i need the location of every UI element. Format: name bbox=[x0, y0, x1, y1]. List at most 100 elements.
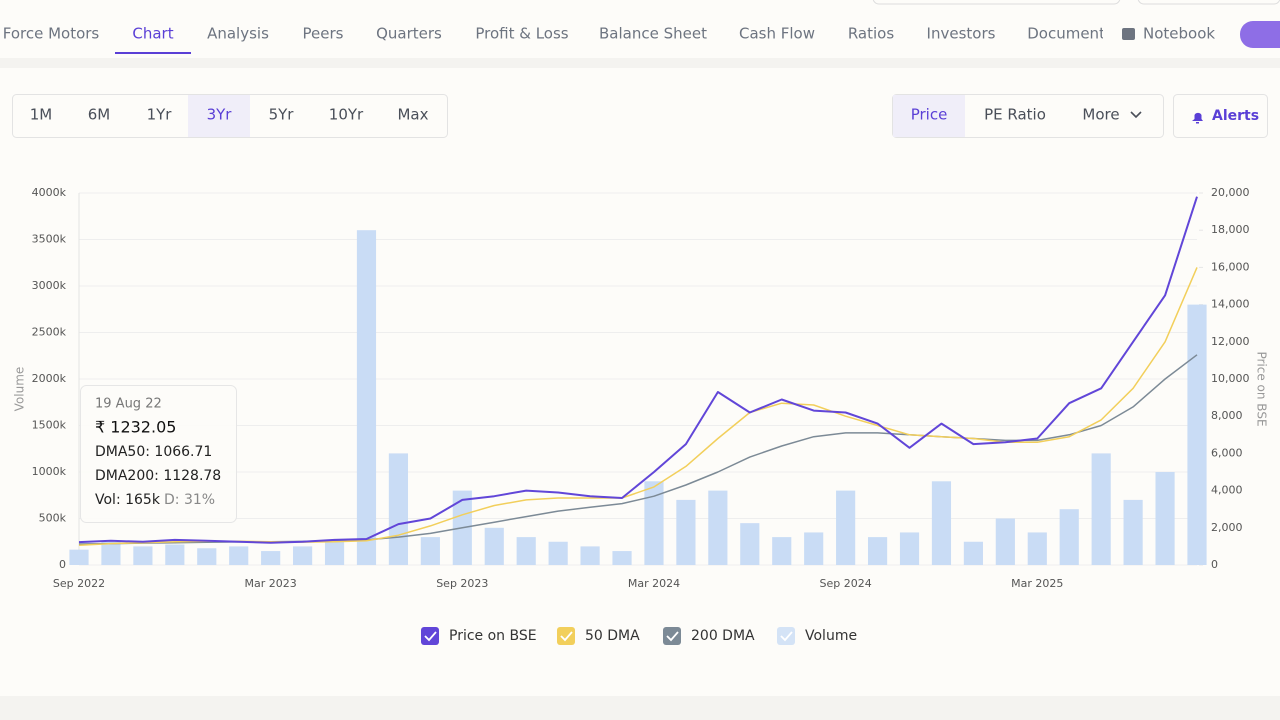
tooltip: 19 Aug 22 ₹ 1232.05 DMA50: 1066.71 DMA20… bbox=[80, 385, 237, 523]
volume-bar bbox=[293, 546, 313, 565]
volume-bar bbox=[963, 541, 983, 565]
volume-bar bbox=[995, 518, 1015, 565]
range-button[interactable]: 10Yr bbox=[329, 106, 364, 124]
nav-bar bbox=[0, 0, 1280, 58]
volume-bar bbox=[69, 549, 89, 565]
notebook-icon bbox=[1122, 28, 1135, 40]
legend: Price on BSE 50 DMA 200 DMA Volume bbox=[421, 627, 857, 645]
more-chevron bbox=[1130, 111, 1142, 119]
legend-swatch[interactable] bbox=[421, 627, 439, 645]
nav-tab[interactable]: Profit & Loss bbox=[475, 25, 568, 43]
y-tick-label: 1500k bbox=[32, 419, 67, 432]
volume-bar bbox=[388, 453, 409, 565]
alerts-button[interactable] bbox=[1173, 94, 1268, 138]
y2-tick-label: 0 bbox=[1211, 558, 1218, 571]
view-button[interactable]: PE Ratio bbox=[984, 106, 1046, 124]
range-button[interactable]: 3Yr bbox=[207, 106, 233, 124]
volume-bar bbox=[1123, 499, 1143, 565]
volume-bar bbox=[548, 541, 568, 565]
x-tick-label: Sep 2023 bbox=[436, 577, 488, 590]
view-buttons: Price PE Ratio More bbox=[911, 106, 1120, 124]
nav-tab[interactable]: Analysis bbox=[207, 25, 269, 43]
card bbox=[0, 68, 1280, 696]
view-button[interactable]: Price bbox=[911, 106, 948, 124]
legend-swatch[interactable] bbox=[663, 627, 681, 645]
tooltip-dma50: DMA50: 1066.71 bbox=[95, 444, 212, 460]
volume-bar bbox=[261, 551, 281, 565]
nav-tab[interactable]: Force Motors bbox=[3, 25, 100, 43]
y-tick-label: 3500k bbox=[32, 233, 67, 246]
bell-icon bbox=[1192, 112, 1203, 124]
y-axis-title: Volume bbox=[13, 367, 27, 412]
y2-tick-label: 16,000 bbox=[1211, 260, 1250, 273]
volume-bar bbox=[1155, 472, 1175, 565]
y-tick-label: 2500k bbox=[32, 326, 67, 339]
legend-label[interactable]: 50 DMA bbox=[585, 628, 640, 644]
x-tick-label: Mar 2024 bbox=[628, 577, 680, 590]
volume-bar bbox=[420, 537, 440, 565]
volume-bar bbox=[708, 490, 728, 565]
y-tick-label: 2000k bbox=[32, 372, 67, 385]
range-button[interactable]: 1Yr bbox=[147, 106, 173, 124]
notebook-tab[interactable]: Notebook bbox=[1143, 25, 1215, 43]
y2-tick-label: 10,000 bbox=[1211, 372, 1250, 385]
volume-bar bbox=[867, 537, 888, 565]
volume-bar bbox=[612, 551, 632, 565]
y2-axis-title: Price on BSE bbox=[1255, 351, 1269, 426]
tab-underline bbox=[115, 52, 191, 54]
tooltip-box bbox=[80, 385, 237, 523]
volume-bar bbox=[740, 523, 760, 565]
volume-bar bbox=[1027, 532, 1047, 565]
nav-tab[interactable]: Ratios bbox=[848, 25, 895, 43]
y2-tick-label: 2,000 bbox=[1211, 521, 1243, 534]
range-active-bg bbox=[188, 95, 250, 137]
volume-bar bbox=[676, 499, 696, 565]
legend-label[interactable]: Price on BSE bbox=[449, 628, 537, 644]
x-tick-label: Sep 2024 bbox=[820, 577, 872, 590]
tabs: Force Motors Chart Analysis Peers Quarters Pr… bbox=[3, 25, 1113, 54]
volume-bar bbox=[931, 481, 952, 565]
y-tick-label: 4000k bbox=[32, 186, 67, 199]
tooltip-price: ₹ 1232.05 bbox=[95, 418, 176, 437]
nav-tab[interactable]: Investors bbox=[927, 25, 996, 43]
account-box[interactable] bbox=[1137, 0, 1280, 5]
view-button[interactable]: More bbox=[1082, 106, 1119, 124]
legend-label[interactable]: 200 DMA bbox=[691, 628, 755, 644]
volume-bar bbox=[229, 546, 249, 565]
y2-tick-label: 12,000 bbox=[1211, 335, 1250, 348]
range-button[interactable]: 5Yr bbox=[269, 106, 295, 124]
nav-tab[interactable]: Peers bbox=[303, 25, 344, 43]
volume-bar bbox=[580, 546, 600, 565]
ai-button[interactable] bbox=[1240, 21, 1280, 48]
range-button[interactable]: 6M bbox=[88, 106, 111, 124]
range-buttons: 1M 6M 1Yr 3Yr 5Yr 10Yr Max bbox=[30, 106, 429, 124]
range-button[interactable]: Max bbox=[397, 106, 428, 124]
volume-bar bbox=[324, 541, 345, 565]
nav-tab[interactable]: Documents bbox=[1027, 25, 1113, 43]
x-tick-label: Mar 2023 bbox=[245, 577, 297, 590]
nav-tab[interactable]: Quarters bbox=[376, 25, 442, 43]
legend-check bbox=[780, 631, 793, 642]
volume-bar bbox=[644, 481, 664, 565]
legend-label[interactable]: Volume bbox=[805, 628, 857, 644]
x-tick-label: Sep 2022 bbox=[53, 577, 105, 590]
search-box[interactable] bbox=[872, 0, 1121, 5]
alerts-label[interactable]: Alerts bbox=[1212, 108, 1259, 124]
nav-tab[interactable]: Balance Sheet bbox=[599, 25, 707, 43]
nav-tab[interactable]: Cash Flow bbox=[739, 25, 815, 43]
nav-tab[interactable]: Chart bbox=[132, 25, 173, 43]
volume-bar bbox=[1091, 453, 1111, 565]
legend-check bbox=[424, 631, 437, 642]
legend-swatch[interactable] bbox=[557, 627, 575, 645]
volume-bar bbox=[1187, 304, 1207, 565]
range-button[interactable]: 1M bbox=[30, 106, 53, 124]
y-tick-label: 1000k bbox=[32, 465, 67, 478]
legend-check bbox=[560, 631, 573, 642]
volume-bar bbox=[836, 490, 856, 565]
y2-tick-label: 14,000 bbox=[1211, 298, 1250, 311]
volume-bar bbox=[133, 546, 153, 565]
legend-swatch[interactable] bbox=[777, 627, 795, 645]
volume-bar bbox=[101, 541, 121, 565]
tooltip-delivery: D: 31% bbox=[164, 492, 215, 508]
